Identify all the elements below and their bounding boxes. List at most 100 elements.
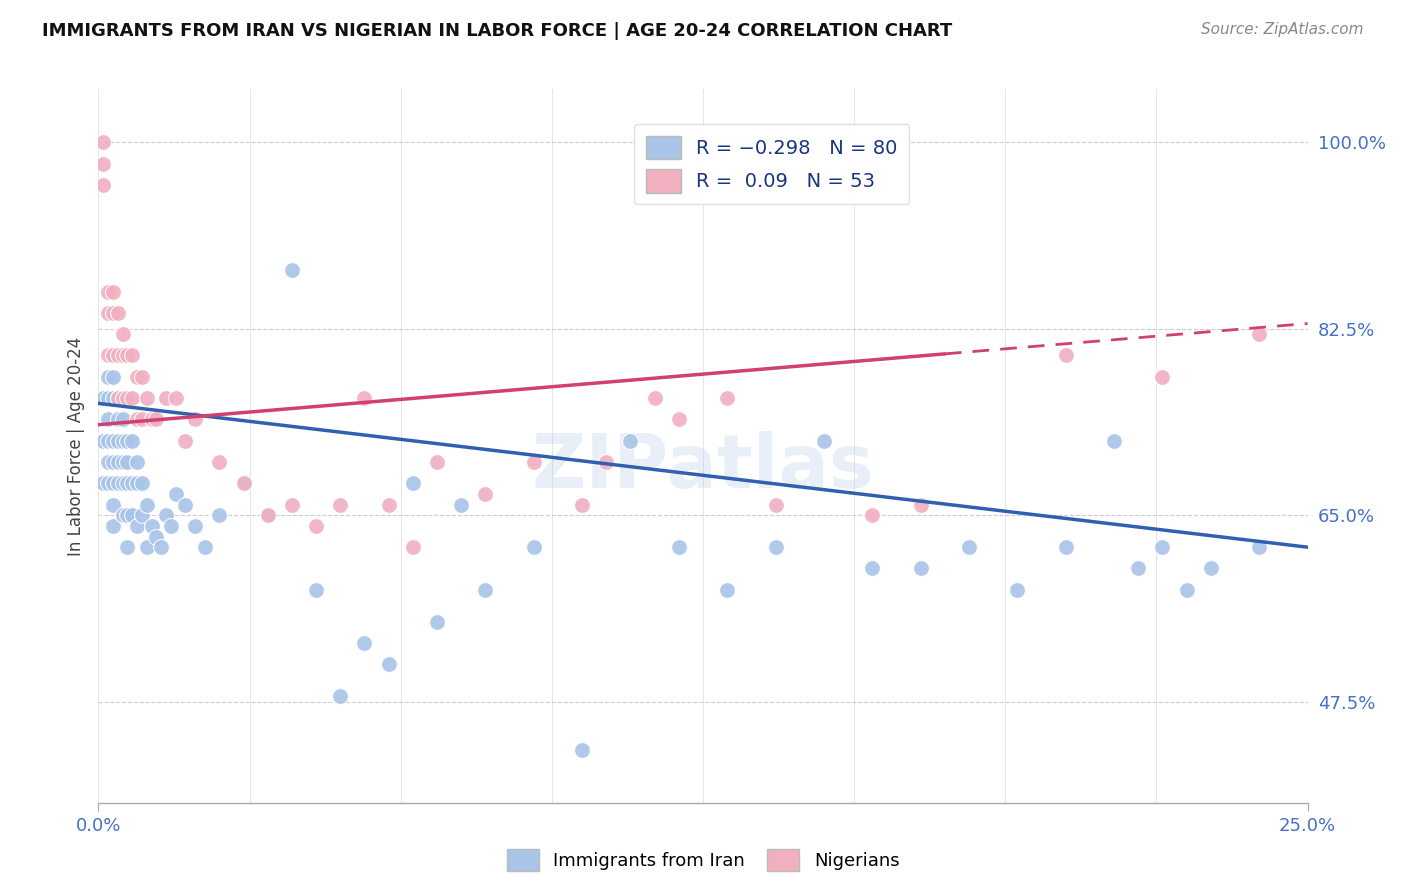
Point <box>256 508 278 523</box>
Point <box>101 455 124 469</box>
Point <box>97 306 120 320</box>
Point <box>117 434 139 448</box>
Point <box>97 285 120 299</box>
Text: Source: ZipAtlas.com: Source: ZipAtlas.com <box>1201 22 1364 37</box>
Point <box>184 519 207 533</box>
Point <box>813 434 835 448</box>
Point <box>91 434 114 448</box>
Point <box>111 412 134 426</box>
Point <box>121 349 143 363</box>
Point <box>111 327 134 342</box>
Point <box>668 540 690 554</box>
Point <box>208 455 231 469</box>
Point <box>97 434 120 448</box>
Point <box>1007 582 1029 597</box>
Point <box>117 349 139 363</box>
Point <box>174 434 197 448</box>
Point <box>426 615 449 629</box>
Point <box>135 540 157 554</box>
Point <box>97 369 120 384</box>
Point <box>91 178 114 192</box>
Text: IMMIGRANTS FROM IRAN VS NIGERIAN IN LABOR FORCE | AGE 20-24 CORRELATION CHART: IMMIGRANTS FROM IRAN VS NIGERIAN IN LABO… <box>42 22 952 40</box>
Point <box>97 476 120 491</box>
Point <box>150 540 173 554</box>
Text: ZIPatlas: ZIPatlas <box>531 431 875 504</box>
Point <box>426 455 449 469</box>
Point <box>184 412 207 426</box>
Point <box>117 476 139 491</box>
Point <box>523 540 546 554</box>
Point <box>571 498 593 512</box>
Point <box>910 498 932 512</box>
Y-axis label: In Labor Force | Age 20-24: In Labor Force | Age 20-24 <box>66 336 84 556</box>
Point <box>127 369 149 384</box>
Point <box>1199 561 1222 575</box>
Point <box>97 455 120 469</box>
Point <box>595 455 617 469</box>
Point <box>107 476 129 491</box>
Point <box>474 487 496 501</box>
Point <box>1054 540 1077 554</box>
Point <box>135 498 157 512</box>
Point <box>377 498 399 512</box>
Point <box>256 508 278 523</box>
Point <box>121 476 143 491</box>
Point <box>127 519 149 533</box>
Point <box>402 540 425 554</box>
Point <box>644 391 666 405</box>
Point <box>127 412 149 426</box>
Point <box>117 391 139 405</box>
Point <box>117 455 139 469</box>
Point <box>281 263 304 277</box>
Point <box>165 391 187 405</box>
Point <box>131 508 153 523</box>
Point <box>101 369 124 384</box>
Point <box>97 391 120 405</box>
Point <box>716 391 738 405</box>
Point <box>111 455 134 469</box>
Point <box>860 508 883 523</box>
Point <box>155 508 177 523</box>
Point <box>329 498 352 512</box>
Point <box>101 519 124 533</box>
Point <box>910 561 932 575</box>
Point <box>145 529 167 543</box>
Point <box>101 434 124 448</box>
Point <box>97 349 120 363</box>
Point <box>1054 349 1077 363</box>
Point <box>135 391 157 405</box>
Point <box>107 412 129 426</box>
Point <box>101 391 124 405</box>
Point <box>145 412 167 426</box>
Point <box>155 391 177 405</box>
Point <box>329 690 352 704</box>
Legend: Immigrants from Iran, Nigerians: Immigrants from Iran, Nigerians <box>499 842 907 879</box>
Point <box>141 519 163 533</box>
Point <box>111 349 134 363</box>
Point <box>117 508 139 523</box>
Point <box>716 582 738 597</box>
Point <box>208 508 231 523</box>
Point <box>91 476 114 491</box>
Point <box>107 349 129 363</box>
Point <box>523 455 546 469</box>
Point <box>127 455 149 469</box>
Point <box>860 561 883 575</box>
Point <box>111 391 134 405</box>
Point <box>117 540 139 554</box>
Point <box>1152 540 1174 554</box>
Point <box>121 434 143 448</box>
Point <box>111 434 134 448</box>
Point <box>1152 369 1174 384</box>
Point <box>107 306 129 320</box>
Point <box>141 412 163 426</box>
Point <box>127 476 149 491</box>
Point <box>101 498 124 512</box>
Point <box>107 455 129 469</box>
Point <box>232 476 254 491</box>
Point <box>765 498 787 512</box>
Point <box>131 476 153 491</box>
Point <box>101 306 124 320</box>
Point <box>1249 327 1271 342</box>
Point <box>97 412 120 426</box>
